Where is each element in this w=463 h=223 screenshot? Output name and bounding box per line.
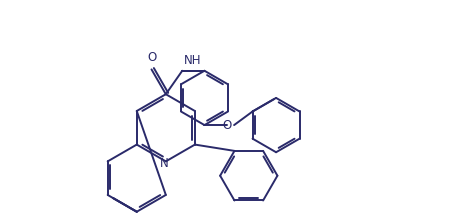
Text: O: O bbox=[147, 52, 156, 64]
Text: N: N bbox=[159, 157, 168, 170]
Text: NH: NH bbox=[184, 54, 201, 67]
Text: O: O bbox=[222, 119, 232, 132]
